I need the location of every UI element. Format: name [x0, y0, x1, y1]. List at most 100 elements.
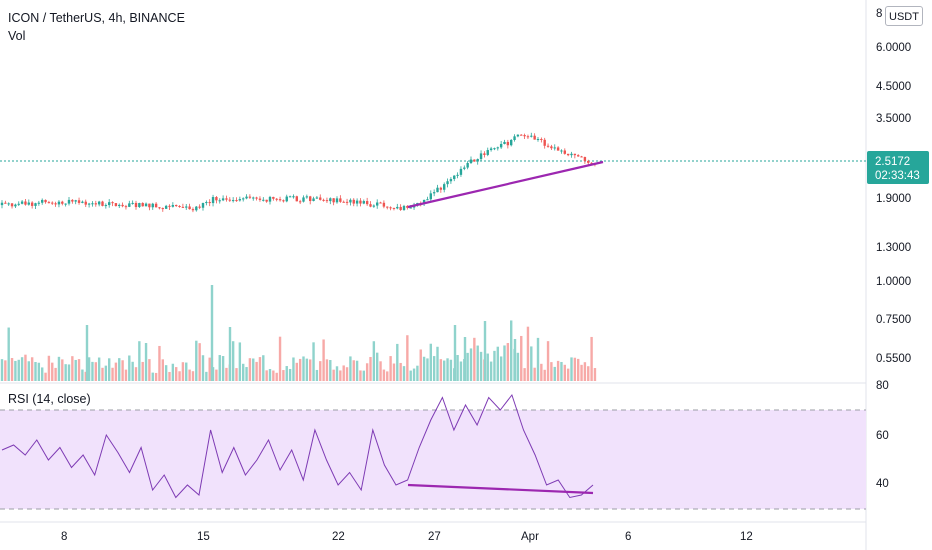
- volume-bar: [533, 367, 536, 381]
- volume-bar: [242, 363, 245, 381]
- price-trendline[interactable]: [407, 160, 604, 209]
- volume-bar: [275, 372, 278, 381]
- candle-body: [533, 135, 536, 140]
- volume-bar: [14, 360, 17, 381]
- volume-bar: [456, 355, 459, 381]
- time-label: 12: [740, 531, 753, 543]
- volume-bar: [570, 357, 573, 381]
- candle-body: [362, 201, 365, 204]
- volume-bar: [118, 358, 121, 381]
- candle-body: [439, 187, 443, 190]
- candle-body: [71, 199, 74, 202]
- candle-body: [456, 174, 459, 176]
- volume-bar: [57, 356, 61, 381]
- volume-bar: [258, 357, 262, 381]
- candle-body: [158, 207, 161, 209]
- candle-body: [178, 206, 181, 208]
- volume-bar: [362, 370, 365, 381]
- candle-body: [422, 199, 426, 204]
- candle-body: [332, 198, 335, 203]
- volume-bar: [335, 366, 339, 381]
- candle-body: [489, 148, 493, 151]
- volume-bar: [41, 367, 44, 381]
- candle-body: [570, 153, 573, 156]
- volume-bar: [178, 371, 181, 381]
- current-price-value: 2.5172: [875, 156, 910, 168]
- volume-bars: [0, 285, 597, 381]
- candle-body: [550, 146, 553, 149]
- candle-body: [449, 179, 453, 182]
- candle-body: [349, 199, 352, 203]
- rsi-trendline[interactable]: [407, 483, 594, 495]
- candle-body: [476, 159, 479, 162]
- volume-bar: [309, 359, 312, 381]
- volume-bar: [245, 367, 248, 381]
- candle-body: [101, 201, 104, 206]
- volume-bar: [396, 343, 399, 381]
- volume-bar: [520, 335, 523, 381]
- volume-bar: [195, 340, 198, 381]
- candle-body: [282, 200, 285, 202]
- volume-bar: [499, 356, 503, 381]
- currency-button[interactable]: USDT: [885, 6, 923, 26]
- volume-bar: [108, 358, 111, 381]
- volume-bar: [17, 359, 20, 381]
- volume-bar: [191, 371, 195, 381]
- candle-body: [510, 140, 513, 146]
- volume-bar: [54, 367, 57, 381]
- candle-body: [322, 199, 325, 201]
- volume-bar: [4, 360, 7, 381]
- volume-bar: [171, 363, 175, 381]
- candle-body: [302, 197, 305, 202]
- volume-bar: [432, 356, 436, 381]
- volume-bar: [553, 366, 556, 381]
- candle-body: [426, 199, 429, 201]
- candle-body: [121, 204, 124, 207]
- candle-body: [30, 202, 34, 206]
- volume-bar: [560, 361, 563, 381]
- candle-body: [7, 203, 10, 205]
- volume-bar: [255, 361, 258, 381]
- candle-body: [503, 141, 506, 144]
- volume-bar: [305, 358, 309, 381]
- volume-bar: [252, 358, 255, 381]
- price-tick: 0.5500: [876, 353, 911, 365]
- volume-bar: [218, 355, 221, 381]
- volume-bar: [74, 359, 77, 381]
- volume-bar: [27, 361, 30, 381]
- volume-bar: [516, 352, 520, 381]
- volume-bar: [64, 364, 67, 381]
- candle-body: [409, 207, 412, 209]
- volume-bar: [7, 327, 10, 381]
- candle-body: [97, 201, 101, 205]
- candle-body: [191, 209, 195, 211]
- volume-bar: [265, 370, 268, 381]
- volume-bar: [71, 356, 74, 381]
- volume-bar: [469, 348, 473, 381]
- candle-body: [47, 202, 51, 204]
- volume-bar: [111, 367, 114, 381]
- candle-body: [181, 206, 185, 208]
- candle-body: [44, 199, 47, 203]
- volume-bar: [81, 369, 84, 381]
- candle-body: [185, 206, 188, 208]
- candle-body: [389, 207, 392, 209]
- candle-body: [526, 136, 530, 138]
- candle-body: [57, 201, 61, 205]
- candle-body: [315, 197, 319, 199]
- rsi-title: RSI (14, close): [8, 392, 91, 406]
- volume-bar: [419, 349, 422, 381]
- price-tick: 3.5000: [876, 113, 911, 125]
- volume-bar: [319, 361, 322, 381]
- candle-body: [195, 206, 198, 211]
- volume-bar: [208, 357, 211, 381]
- candle-body: [37, 202, 41, 204]
- volume-bar: [476, 345, 479, 381]
- candle-body: [335, 198, 339, 203]
- volume-bar: [376, 352, 379, 381]
- volume-bar: [493, 350, 496, 381]
- candle-body: [10, 203, 14, 207]
- volume-bar: [205, 371, 208, 381]
- volume-bar: [386, 371, 389, 381]
